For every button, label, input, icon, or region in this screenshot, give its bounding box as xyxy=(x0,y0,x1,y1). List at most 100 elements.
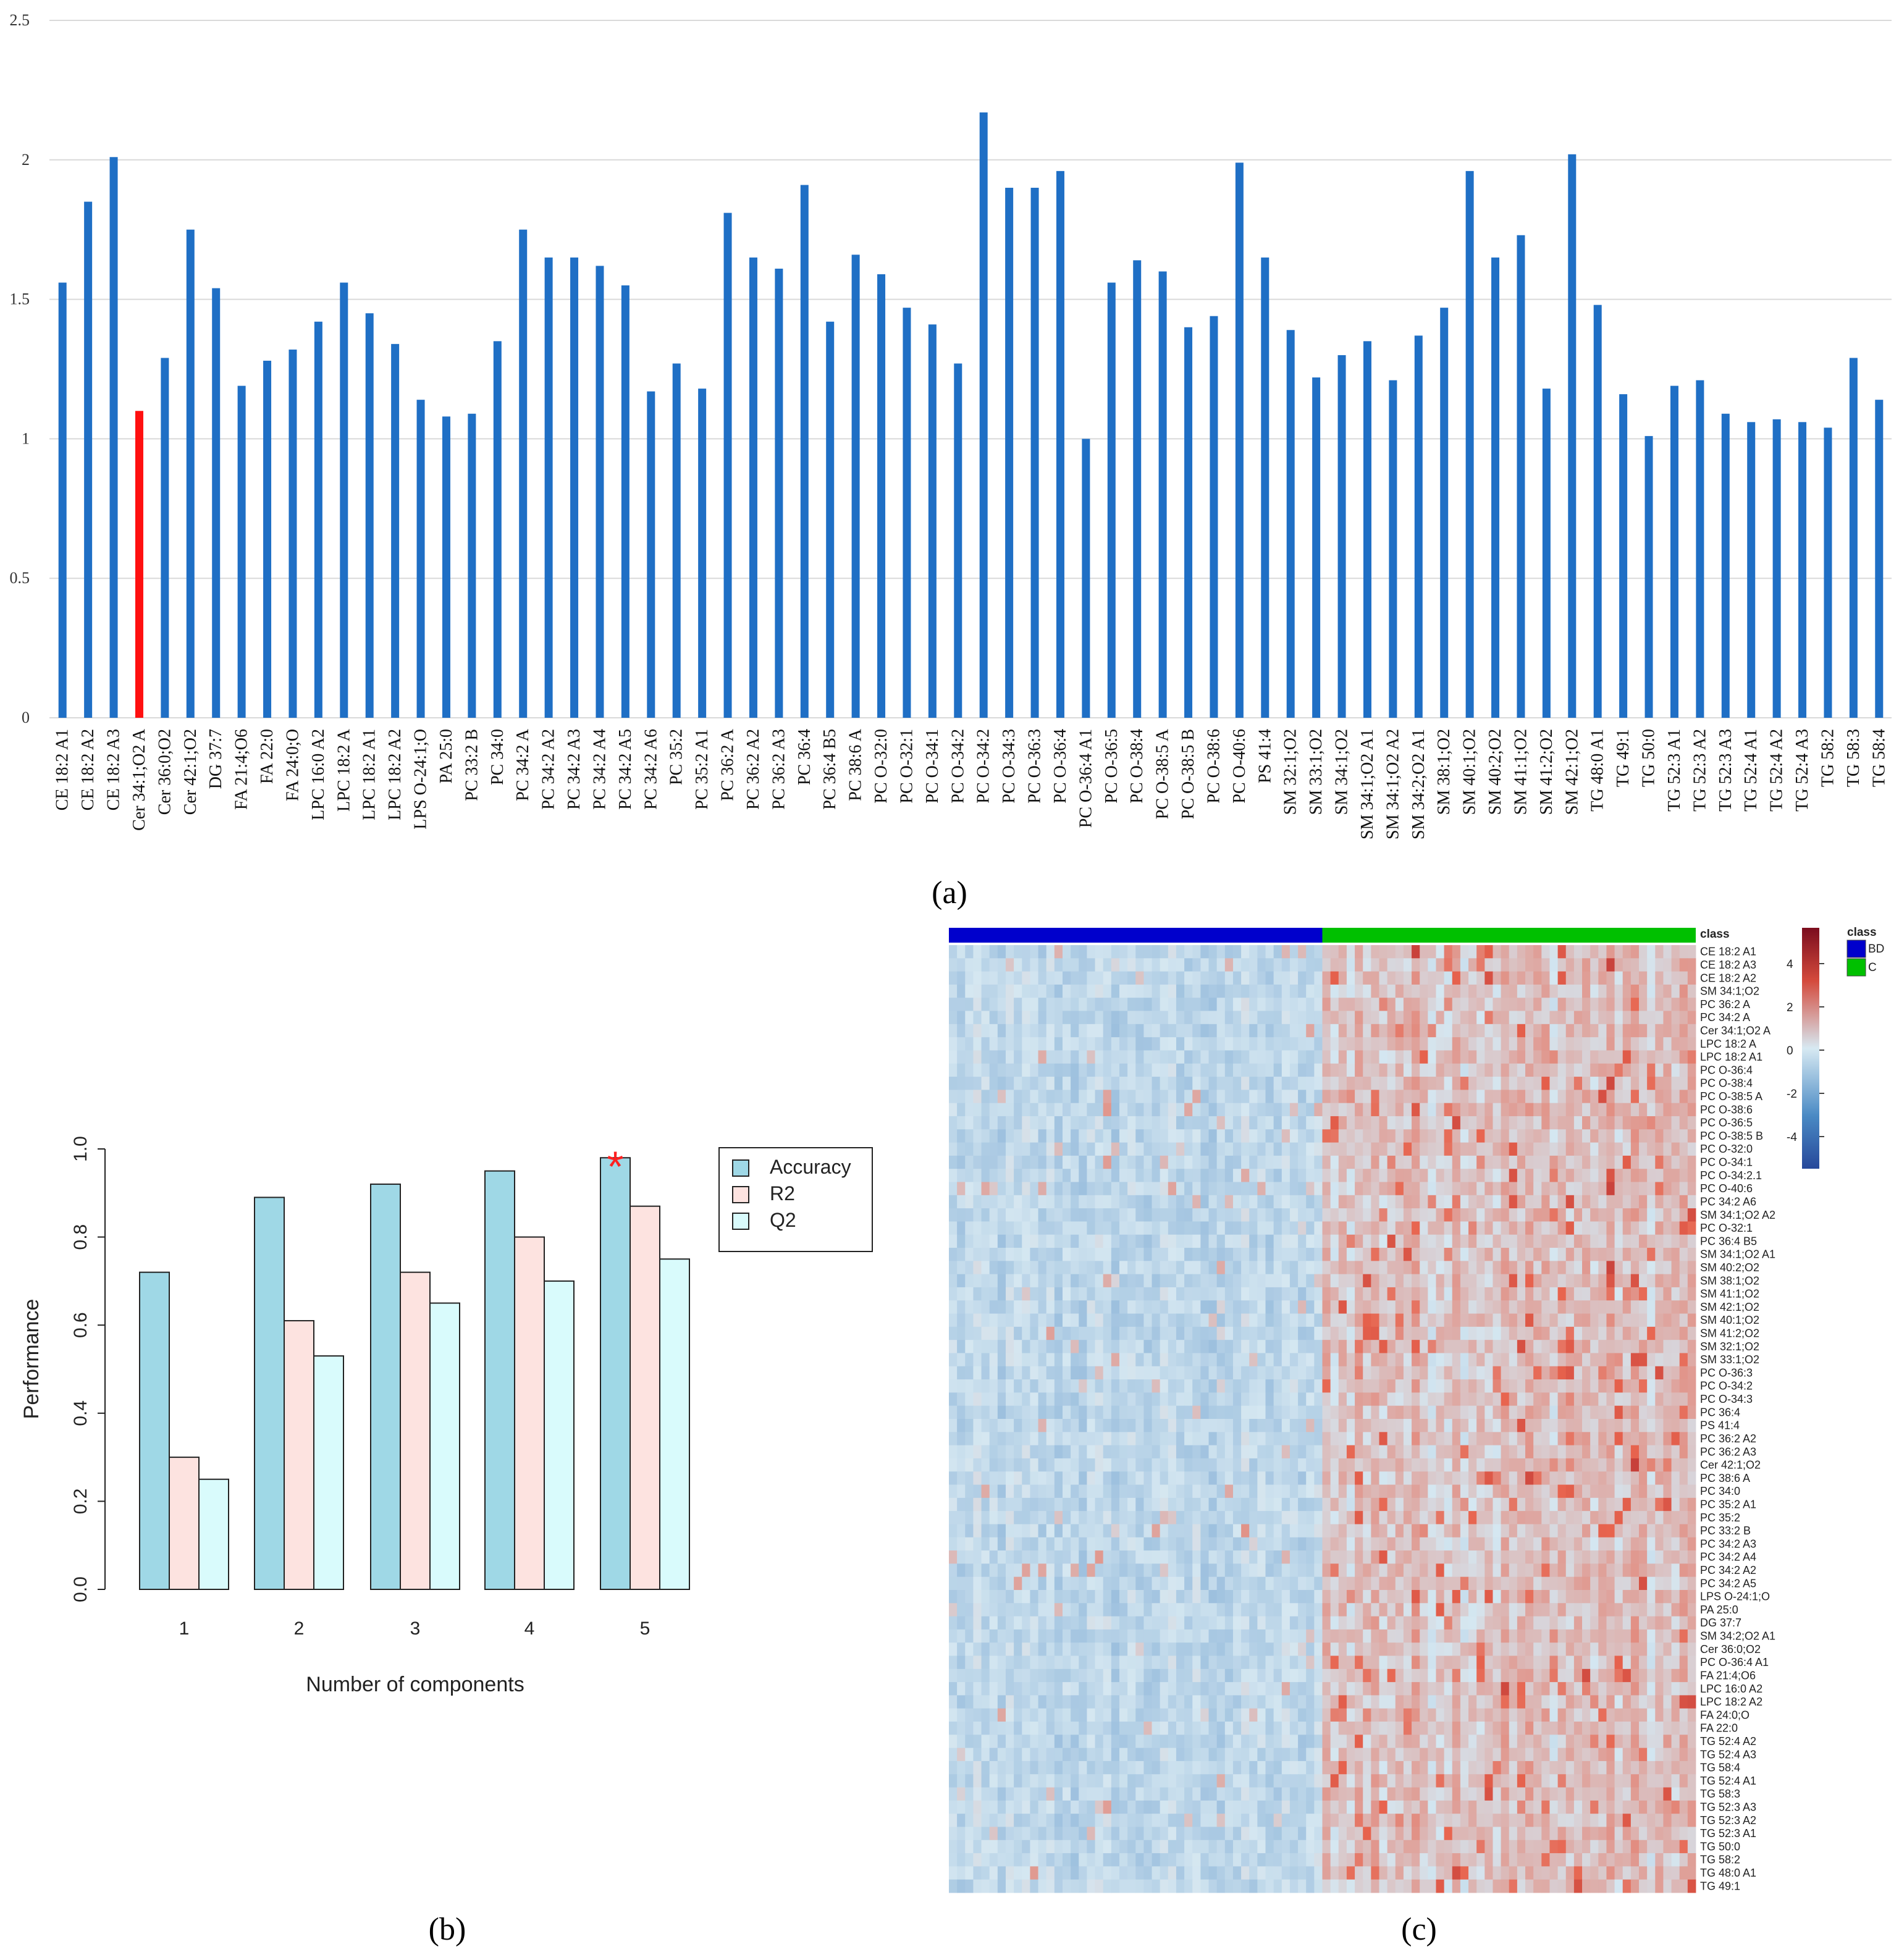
heatmap-cell xyxy=(1323,1024,1331,1038)
heatmap-cell xyxy=(1038,1037,1047,1051)
heatmap-cell xyxy=(1314,1037,1323,1051)
heatmap-cell xyxy=(1225,972,1234,985)
heatmap-cell xyxy=(1452,1037,1461,1051)
heatmap-cell xyxy=(1323,985,1331,998)
heatmap-cell xyxy=(1355,1221,1363,1235)
heatmap-cell xyxy=(1379,1485,1387,1499)
heatmap-cell xyxy=(1436,1366,1444,1380)
heatmap-cell xyxy=(1046,1235,1055,1248)
heatmap-cell xyxy=(1225,1011,1234,1025)
heatmap-cell xyxy=(1200,1353,1209,1366)
heatmap-cell xyxy=(949,1406,958,1420)
heatmap-cell xyxy=(1176,998,1185,1011)
heatmap-cell xyxy=(1266,1103,1274,1117)
heatmap-cell xyxy=(1468,1471,1477,1485)
heatmap-cell xyxy=(1363,1261,1371,1274)
heatmap-cell xyxy=(1663,945,1672,959)
heatmap-cell xyxy=(1549,1064,1558,1077)
heatmap-cell xyxy=(1517,1537,1526,1551)
heatmap-cell xyxy=(1176,945,1185,959)
heatmap-cell xyxy=(1436,1537,1444,1551)
heatmap-cell xyxy=(1412,1261,1420,1274)
heatmap-cell xyxy=(1022,1563,1030,1577)
heatmap-cell xyxy=(1038,1617,1047,1630)
heatmap-cell xyxy=(1347,1617,1355,1630)
heatmap-cell xyxy=(1306,972,1315,985)
heatmap-cell xyxy=(1655,1235,1664,1248)
heatmap-cell xyxy=(1249,1103,1258,1117)
heatmap-cell xyxy=(1176,1511,1185,1525)
heatmap-cell xyxy=(973,1300,982,1314)
heatmap-cell xyxy=(1306,1563,1315,1577)
heatmap-cell xyxy=(957,1419,966,1432)
heatmap-cell xyxy=(1615,1103,1623,1117)
heatmap-cell xyxy=(1233,1050,1242,1064)
heatmap-cell xyxy=(1282,985,1291,998)
heatmap-cell xyxy=(973,1208,982,1222)
heatmap-cell xyxy=(1225,1090,1234,1103)
heatmap-cell xyxy=(1688,1590,1696,1604)
heatmap-cell xyxy=(1598,1419,1607,1432)
heatmap-cell xyxy=(1647,972,1656,985)
heatmap-cell xyxy=(1225,1340,1234,1353)
heatmap-cell xyxy=(1176,1340,1185,1353)
heatmap-cell xyxy=(1282,1024,1291,1038)
heatmap-cell xyxy=(1241,1261,1250,1274)
heatmap-cell xyxy=(1484,1169,1493,1182)
heatmap-cell xyxy=(1347,958,1355,972)
heatmap-cell xyxy=(1323,1274,1331,1288)
heatmap-cell xyxy=(1022,1261,1030,1274)
heatmap-cell xyxy=(1233,1511,1242,1525)
panel-a-gridlines xyxy=(49,20,1892,718)
heatmap-cell xyxy=(1103,1248,1112,1261)
heatmap-cell xyxy=(1298,1011,1307,1025)
heatmap-cell xyxy=(1071,1050,1079,1064)
heatmap-cell xyxy=(1444,1392,1453,1406)
heatmap-cell xyxy=(1663,1248,1672,1261)
heatmap-cell xyxy=(1111,1143,1120,1156)
heatmap-cell xyxy=(1468,1050,1477,1064)
heatmap-cell xyxy=(990,1340,998,1353)
heatmap-cell xyxy=(1574,945,1583,959)
heatmap-cell xyxy=(1379,1379,1387,1393)
heatmap-cell xyxy=(1623,1037,1632,1051)
heatmap-cell xyxy=(1412,1327,1420,1340)
heatmap-cell xyxy=(1476,1261,1485,1274)
heatmap-cell xyxy=(1095,1603,1104,1617)
heatmap-cell xyxy=(949,1261,958,1274)
heatmap-cell xyxy=(949,1208,958,1222)
heatmap-cell xyxy=(1225,1432,1234,1445)
heatmap-cell xyxy=(1225,1261,1234,1274)
heatmap-cell xyxy=(1038,1471,1047,1485)
heatmap-cell xyxy=(1095,1195,1104,1209)
heatmap-cell xyxy=(1582,1432,1591,1445)
heatmap-cell xyxy=(982,1498,990,1512)
heatmap-cell xyxy=(1192,1419,1201,1432)
heatmap-cell xyxy=(1363,1485,1371,1499)
heatmap-cell xyxy=(1095,1182,1104,1196)
heatmap-cell xyxy=(1331,1537,1339,1551)
heatmap-cell xyxy=(1549,1485,1558,1499)
heatmap-cell xyxy=(998,1366,1006,1380)
heatmap-cell xyxy=(1379,1590,1387,1604)
heatmap-cell xyxy=(1484,1143,1493,1156)
heatmap-cell xyxy=(1476,1379,1485,1393)
heatmap-cell xyxy=(1371,1169,1379,1182)
heatmap-cell xyxy=(1566,1011,1575,1025)
heatmap-cell xyxy=(973,1617,982,1630)
heatmap-cell xyxy=(1266,1011,1274,1025)
heatmap-cell xyxy=(1152,1195,1161,1209)
heatmap-cell xyxy=(1063,1064,1071,1077)
heatmap-cell xyxy=(1566,1563,1575,1577)
heatmap-cell xyxy=(1282,1287,1291,1301)
heatmap-cell xyxy=(1160,1327,1169,1340)
heatmap-cell xyxy=(1517,1208,1526,1222)
heatmap-cell xyxy=(1095,1261,1104,1274)
heatmap-cell xyxy=(1046,1287,1055,1301)
heatmap-cell xyxy=(949,1300,958,1314)
heatmap-cell xyxy=(982,1221,990,1235)
heatmap-cell xyxy=(1087,1379,1095,1393)
heatmap-cell xyxy=(1396,945,1404,959)
heatmap-cell xyxy=(1412,1248,1420,1261)
x-tick-label: 4 xyxy=(524,1618,535,1639)
